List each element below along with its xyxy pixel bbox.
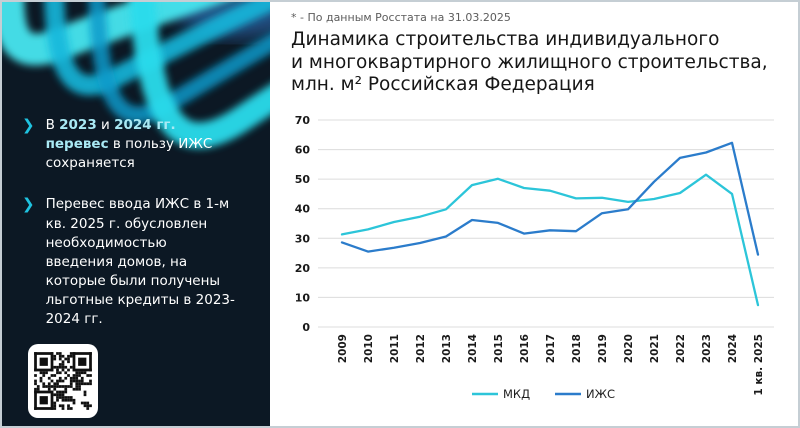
x-axis-tick-label: 2009	[337, 334, 349, 363]
qr-code-icon	[28, 344, 98, 418]
chart-title-line-1: Динамика строительства индивидуального	[291, 29, 720, 50]
chevron-bullet-icon: ❯	[22, 195, 35, 214]
x-axis-tick-label: 2013	[441, 334, 453, 363]
legend-label-ИЖС: ИЖС	[586, 387, 615, 401]
x-axis-tick-label: 2016	[519, 334, 531, 363]
x-axis-tick-label: 2021	[649, 334, 661, 363]
y-axis-tick-label: 20	[295, 262, 311, 275]
series-line-ИЖС	[340, 141, 760, 256]
x-axis-tick-label: 2014	[467, 334, 479, 363]
x-axis-tick-label: 2017	[545, 334, 557, 363]
sidebar: ❯ В 2023 и 2024 гг. перевес в пользу ИЖС …	[2, 2, 270, 426]
sidebar-bullet: ❯ Перевес ввода ИЖС в 1-м кв. 2025 г. обу…	[22, 195, 250, 329]
y-axis-tick-label: 0	[302, 321, 310, 334]
x-axis-tick-label: 2010	[363, 334, 375, 363]
sidebar-bullet: ❯ В 2023 и 2024 гг. перевес в пользу ИЖС …	[22, 116, 250, 173]
y-axis-tick-label: 70	[295, 114, 311, 127]
chevron-bullet-icon: ❯	[22, 116, 35, 134]
chart-title-line-3: млн. м² Российская Федерация	[291, 74, 595, 95]
footnote: * - По данным Росстата на 31.03.2025	[291, 11, 511, 24]
x-axis-tick-label: 1 кв. 2025	[753, 334, 765, 396]
y-axis-tick-label: 30	[295, 232, 311, 245]
chart-title-line-2: и многоквартирного жилищного строительст…	[291, 51, 768, 73]
y-axis-tick-label: 60	[295, 144, 311, 157]
sidebar-bullet-list: ❯ В 2023 и 2024 гг. перевес в пользу ИЖС …	[22, 116, 250, 352]
x-axis-tick-label: 2011	[389, 334, 401, 363]
y-axis-tick-label: 50	[295, 173, 311, 186]
y-axis-tick-label: 10	[295, 291, 311, 304]
chart-title: Динамика строительства индивидуального и…	[291, 29, 768, 97]
bullet-text: В 2023 и 2024 гг. перевес в пользу ИЖС с…	[45, 117, 213, 172]
y-axis-tick-label: 40	[295, 203, 311, 216]
x-axis-tick-label: 2022	[675, 334, 687, 363]
x-axis-tick-label: 2012	[415, 334, 427, 363]
x-axis-tick-label: 2020	[623, 334, 635, 363]
x-axis-tick-label: 2019	[597, 334, 609, 363]
x-axis-tick-label: 2024	[727, 334, 739, 363]
series-line-МКД	[340, 173, 760, 307]
x-axis-tick-label: 2023	[701, 334, 713, 363]
x-axis-tick-label: 2015	[493, 334, 505, 363]
chart-panel: * - По данным Росстата на 31.03.2025 Дин…	[270, 2, 798, 426]
swoosh-decoration-icon	[2, 2, 270, 149]
x-axis-tick-label: 2018	[571, 334, 583, 363]
line-chart: 0 10 20 30 40 50 60 70 2009 2010 2011 2012 2013 2014 2…	[295, 114, 774, 401]
legend-label-МКД: МКД	[503, 387, 530, 401]
bullet-text: Перевес ввода ИЖС в 1-м кв. 2025 г. обус…	[45, 196, 235, 328]
